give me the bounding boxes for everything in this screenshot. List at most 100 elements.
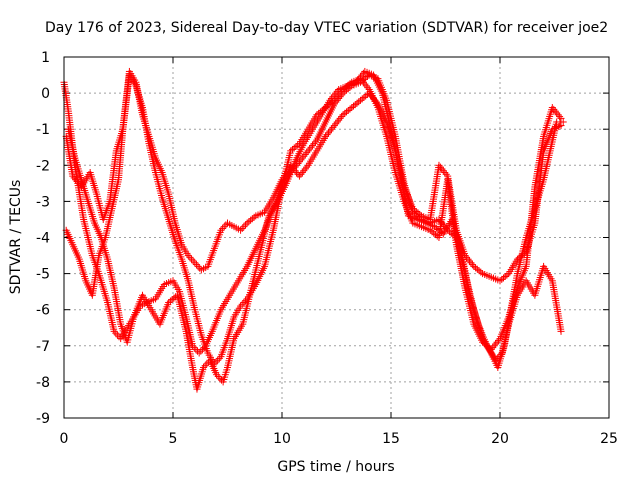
data-point-interp bbox=[442, 170, 450, 178]
data-point-interp bbox=[358, 95, 366, 103]
data-point-interp bbox=[353, 99, 361, 107]
data-point-interp bbox=[194, 262, 202, 270]
y-tick-label: -1 bbox=[36, 122, 50, 138]
data-point-interp bbox=[490, 342, 498, 350]
data-points bbox=[60, 67, 567, 393]
x-tick-label: 5 bbox=[169, 431, 178, 447]
data-point-interp bbox=[188, 255, 196, 263]
data-point-interp bbox=[112, 329, 120, 337]
data-point bbox=[217, 226, 225, 234]
x-axis-label: GPS time / hours bbox=[277, 459, 394, 475]
data-point-interp bbox=[247, 216, 255, 224]
data-point-interp bbox=[325, 129, 333, 137]
data-point-interp bbox=[465, 257, 473, 265]
series-track-4 bbox=[64, 67, 565, 393]
data-point-interp bbox=[428, 228, 436, 236]
data-point-interp bbox=[215, 354, 223, 362]
data-point-interp bbox=[197, 347, 205, 355]
data-point-interp bbox=[519, 251, 527, 259]
data-point-interp bbox=[192, 261, 200, 269]
y-tick-label: 1 bbox=[41, 50, 50, 66]
y-tick-label: -4 bbox=[36, 231, 50, 247]
y-tick-label: -9 bbox=[36, 411, 50, 427]
data-point-interp bbox=[220, 223, 228, 231]
data-point-interp bbox=[294, 141, 302, 149]
data-point-interp bbox=[416, 210, 424, 218]
data-point bbox=[195, 349, 203, 357]
data-point-interp bbox=[311, 138, 319, 146]
data-point-interp bbox=[198, 345, 206, 353]
data-point-interp bbox=[327, 125, 335, 133]
y-axis-label: SDTVAR / TECUs bbox=[8, 180, 24, 295]
data-point-interp bbox=[492, 340, 500, 348]
data-point-interp bbox=[297, 170, 305, 178]
data-point-interp bbox=[298, 169, 306, 177]
data-point-interp bbox=[362, 74, 370, 82]
data-point-interp bbox=[556, 113, 564, 121]
x-tick-label: 10 bbox=[273, 431, 291, 447]
data-point-interp bbox=[414, 209, 422, 217]
data-point bbox=[348, 104, 356, 112]
data-point bbox=[189, 342, 197, 350]
data-point-interp bbox=[473, 265, 481, 273]
data-point-interp bbox=[329, 123, 337, 131]
data-point-interp bbox=[360, 93, 368, 101]
y-tick-label: -7 bbox=[36, 339, 50, 355]
data-point bbox=[409, 205, 417, 213]
data-point-interp bbox=[301, 150, 309, 158]
data-point-interp bbox=[493, 338, 501, 346]
data-point-interp bbox=[245, 218, 253, 226]
data-point-interp bbox=[290, 144, 298, 152]
data-point-interp bbox=[439, 167, 447, 175]
data-point-interp bbox=[222, 221, 230, 229]
data-point-interp bbox=[300, 152, 308, 160]
data-point-interp bbox=[359, 78, 367, 86]
data-point-interp bbox=[323, 131, 331, 139]
data-point bbox=[559, 118, 567, 126]
data-point-interp bbox=[501, 272, 509, 280]
data-point bbox=[304, 147, 312, 155]
data-point-interp bbox=[350, 102, 358, 110]
data-point bbox=[237, 226, 245, 234]
data-point-interp bbox=[554, 111, 562, 119]
data-point-interp bbox=[517, 252, 525, 260]
data-point-interp bbox=[551, 107, 559, 115]
data-point-interp bbox=[515, 254, 523, 262]
data-point-interp bbox=[411, 206, 419, 214]
data-point-interp bbox=[498, 275, 506, 283]
data-point-interp bbox=[307, 143, 315, 151]
series-track-2 bbox=[62, 67, 565, 285]
data-point-interp bbox=[240, 223, 248, 231]
data-point bbox=[557, 114, 565, 122]
data-point bbox=[330, 122, 338, 130]
data-point-interp bbox=[412, 208, 420, 216]
y-tick-label: 0 bbox=[41, 86, 50, 102]
data-point bbox=[356, 96, 364, 104]
chart-title: Day 176 of 2023, Sidereal Day-to-day VTE… bbox=[45, 20, 608, 36]
data-point-interp bbox=[292, 143, 300, 151]
data-point-interp bbox=[431, 231, 439, 239]
data-point bbox=[548, 104, 556, 112]
data-point-interp bbox=[326, 127, 334, 135]
data-point-interp bbox=[436, 163, 444, 171]
data-point-interp bbox=[346, 105, 354, 113]
y-tick-label: -6 bbox=[36, 303, 50, 319]
data-point-interp bbox=[477, 268, 485, 276]
data-point-interp bbox=[75, 179, 83, 187]
data-point-interp bbox=[495, 336, 503, 344]
data-point bbox=[496, 277, 504, 285]
data-point-interp bbox=[310, 140, 318, 148]
data-point-interp bbox=[219, 224, 227, 232]
data-point-interp bbox=[351, 101, 359, 109]
data-point-interp bbox=[343, 108, 351, 116]
data-point-interp bbox=[196, 264, 204, 272]
data-point-interp bbox=[361, 80, 369, 88]
data-point-interp bbox=[499, 274, 507, 282]
data-point-interp bbox=[355, 98, 363, 106]
data-point-interp bbox=[335, 116, 343, 124]
data-point-interp bbox=[475, 267, 483, 275]
data-point-interp bbox=[186, 253, 194, 261]
data-point-interp bbox=[332, 120, 340, 128]
x-tick-label: 0 bbox=[60, 431, 69, 447]
y-tick-label: -2 bbox=[36, 158, 50, 174]
